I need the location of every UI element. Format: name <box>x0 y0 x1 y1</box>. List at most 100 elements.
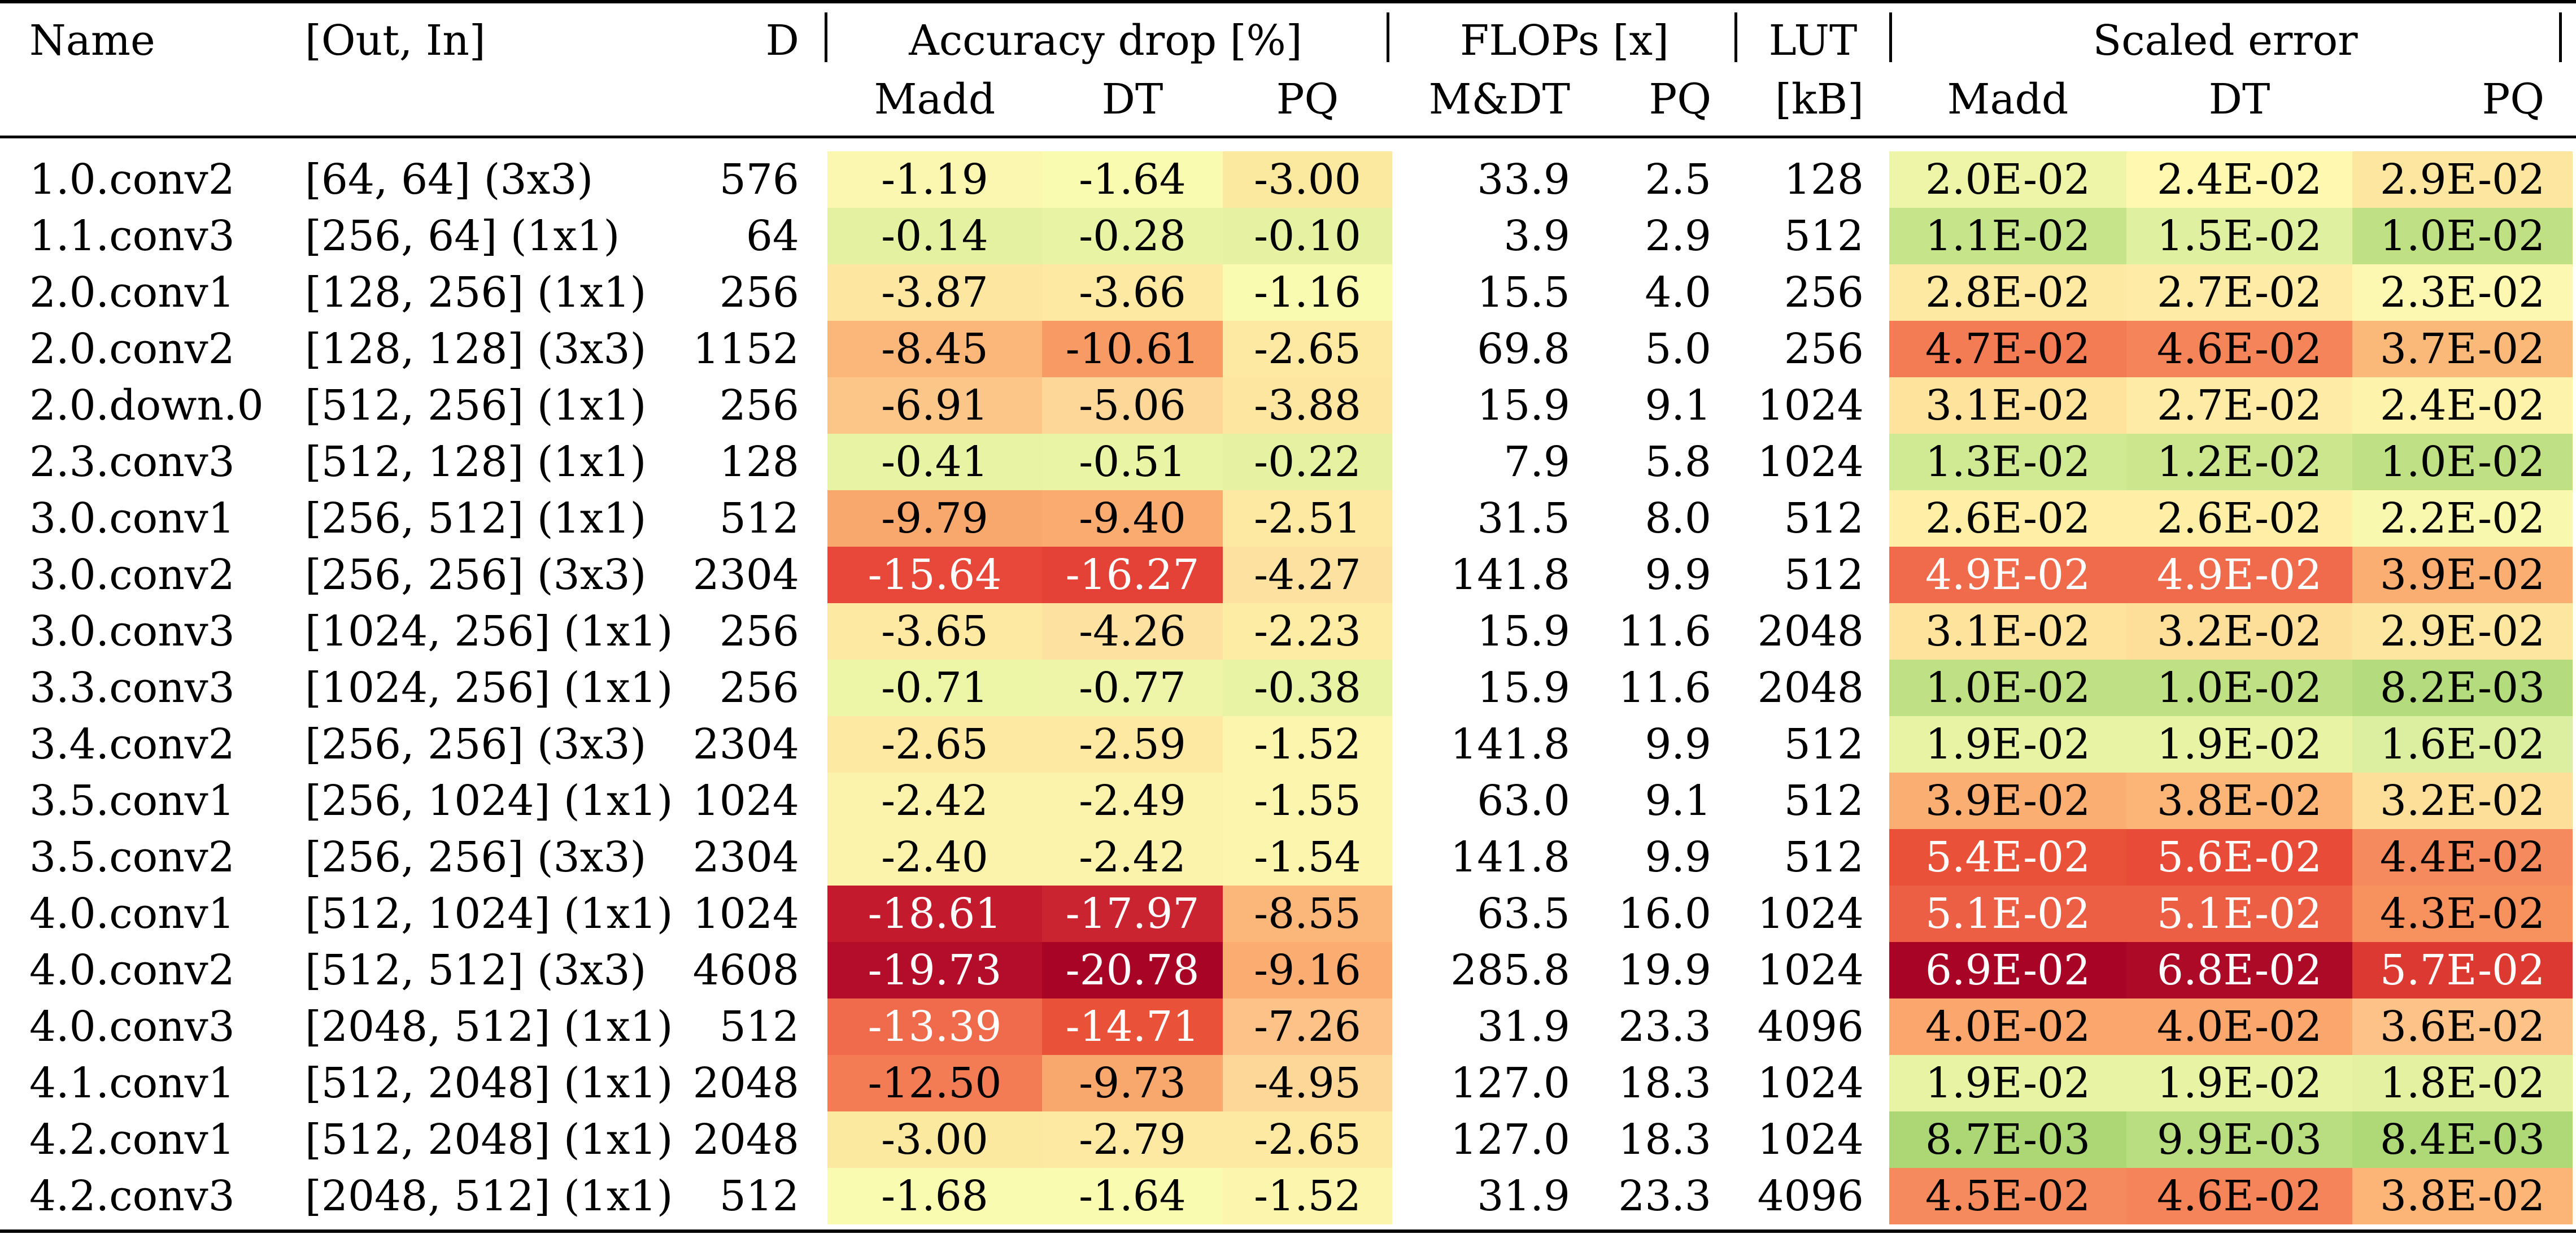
row-flops-pq: 9.1 <box>1645 777 1711 825</box>
row-flops-mdt: 285.8 <box>1450 946 1570 995</box>
scaled-error-cell: 2.7E-02 <box>2126 264 2352 321</box>
row-out-in: [2048, 512] (1x1) <box>305 1172 673 1220</box>
scaled-error-cell: 4.4E-02 <box>2352 829 2573 886</box>
row-lut: 1024 <box>1757 889 1864 938</box>
row-lut: 4096 <box>1757 1172 1864 1220</box>
accuracy-drop-cell: -0.41 <box>827 434 1042 490</box>
scaled-error-cell: 1.0E-02 <box>2352 434 2573 490</box>
scaled-error-cell: 3.1E-02 <box>1889 603 2126 660</box>
row-flops-mdt: 69.8 <box>1477 325 1570 373</box>
accuracy-drop-cell: -2.59 <box>1042 716 1223 773</box>
accuracy-drop-cell: -4.95 <box>1223 1055 1392 1111</box>
row-flops-mdt: 141.8 <box>1450 551 1570 599</box>
row-flops-pq: 2.5 <box>1645 155 1711 204</box>
row-flops-pq: 18.3 <box>1618 1115 1711 1164</box>
row-out-in: [2048, 512] (1x1) <box>305 1002 673 1051</box>
row-flops-pq: 5.8 <box>1645 438 1711 486</box>
scaled-error-cell: 5.1E-02 <box>2126 886 2352 942</box>
accuracy-drop-cell: -14.71 <box>1042 998 1223 1055</box>
row-lut: 1024 <box>1757 946 1864 995</box>
row-out-in: [256, 1024] (1x1) <box>305 777 673 825</box>
scaled-error-cell: 5.4E-02 <box>1889 829 2126 886</box>
row-lut: 128 <box>1784 155 1864 204</box>
accuracy-drop-cell: -3.00 <box>827 1111 1042 1168</box>
header-flops: FLOPs [x] <box>1460 16 1669 65</box>
header-rule <box>0 136 2576 138</box>
row-out-in: [1024, 256] (1x1) <box>305 607 673 656</box>
scaled-error-cell: 5.1E-02 <box>1889 886 2126 942</box>
scaled-error-cell: 1.5E-02 <box>2126 208 2352 264</box>
row-d: 1152 <box>692 325 799 373</box>
row-out-in: [256, 256] (3x3) <box>305 551 647 599</box>
header-separator-lut <box>1889 12 1892 62</box>
scaled-error-cell: 8.7E-03 <box>1889 1111 2126 1168</box>
row-flops-pq: 11.6 <box>1618 664 1711 712</box>
scaled-error-cell: 1.0E-02 <box>2352 208 2573 264</box>
row-d: 1024 <box>692 777 799 825</box>
row-d: 1024 <box>692 889 799 938</box>
row-name: 4.2.conv1 <box>29 1115 235 1164</box>
accuracy-drop-cell: -2.65 <box>1223 1111 1392 1168</box>
row-out-in: [256, 512] (1x1) <box>305 494 647 543</box>
scaled-error-cell: 4.9E-02 <box>2126 547 2352 603</box>
row-flops-mdt: 15.5 <box>1477 268 1570 317</box>
row-lut: 2048 <box>1757 664 1864 712</box>
accuracy-drop-cell: -2.65 <box>827 716 1042 773</box>
scaled-error-cell: 6.8E-02 <box>2126 942 2352 998</box>
row-out-in: [512, 256] (1x1) <box>305 381 647 430</box>
row-name: 3.0.conv1 <box>29 494 235 543</box>
header-flops-mdt: M&DT <box>1428 75 1570 124</box>
header-lut-kb: [kB] <box>1775 75 1864 124</box>
row-name: 2.3.conv3 <box>29 438 235 486</box>
row-flops-pq: 2.9 <box>1645 212 1711 260</box>
row-lut: 512 <box>1784 833 1864 882</box>
scaled-error-cell: 4.3E-02 <box>2352 886 2573 942</box>
accuracy-drop-cell: -0.77 <box>1042 660 1223 716</box>
row-name: 3.5.conv2 <box>29 833 235 882</box>
row-lut: 256 <box>1784 325 1864 373</box>
row-d: 576 <box>719 155 799 204</box>
accuracy-drop-cell: -6.91 <box>827 377 1042 434</box>
accuracy-drop-cell: -7.26 <box>1223 998 1392 1055</box>
row-flops-pq: 23.3 <box>1618 1002 1711 1051</box>
accuracy-drop-cell: -8.55 <box>1223 886 1392 942</box>
scaled-error-cell: 1.9E-02 <box>1889 716 2126 773</box>
row-out-in: [512, 2048] (1x1) <box>305 1059 673 1107</box>
header-separator-d <box>825 12 827 62</box>
accuracy-drop-cell: -13.39 <box>827 998 1042 1055</box>
row-d: 512 <box>719 1172 799 1220</box>
row-name: 3.0.conv2 <box>29 551 235 599</box>
header-lut: LUT <box>1768 16 1858 65</box>
header-out-in: [Out, In] <box>305 16 486 65</box>
row-flops-pq: 23.3 <box>1618 1172 1711 1220</box>
scaled-error-cell: 3.9E-02 <box>2352 547 2573 603</box>
accuracy-drop-cell: -3.65 <box>827 603 1042 660</box>
accuracy-drop-cell: -0.28 <box>1042 208 1223 264</box>
header-err-madd: Madd <box>1947 75 2069 124</box>
accuracy-drop-cell: -19.73 <box>827 942 1042 998</box>
accuracy-drop-cell: -20.78 <box>1042 942 1223 998</box>
row-lut: 1024 <box>1757 1059 1864 1107</box>
scaled-error-cell: 1.0E-02 <box>2126 660 2352 716</box>
header-name: Name <box>29 16 155 65</box>
row-out-in: [128, 128] (3x3) <box>305 325 647 373</box>
row-name: 1.1.conv3 <box>29 212 235 260</box>
accuracy-drop-cell: -1.52 <box>1223 716 1392 773</box>
accuracy-drop-cell: -16.27 <box>1042 547 1223 603</box>
accuracy-drop-cell: -0.51 <box>1042 434 1223 490</box>
row-d: 512 <box>719 494 799 543</box>
row-out-in: [256, 64] (1x1) <box>305 212 620 260</box>
row-flops-mdt: 63.0 <box>1477 777 1570 825</box>
row-name: 2.0.down.0 <box>29 381 264 430</box>
header-acc-dt: DT <box>1101 75 1163 124</box>
row-name: 3.4.conv2 <box>29 720 235 769</box>
row-flops-pq: 9.1 <box>1645 381 1711 430</box>
scaled-error-cell: 2.6E-02 <box>2126 490 2352 547</box>
row-name: 3.0.conv3 <box>29 607 235 656</box>
row-lut: 1024 <box>1757 1115 1864 1164</box>
scaled-error-cell: 3.1E-02 <box>1889 377 2126 434</box>
header-separator-acc <box>1387 12 1389 62</box>
scaled-error-cell: 2.4E-02 <box>2126 151 2352 208</box>
header-flops-pq: PQ <box>1649 75 1711 124</box>
scaled-error-cell: 8.4E-03 <box>2352 1111 2573 1168</box>
